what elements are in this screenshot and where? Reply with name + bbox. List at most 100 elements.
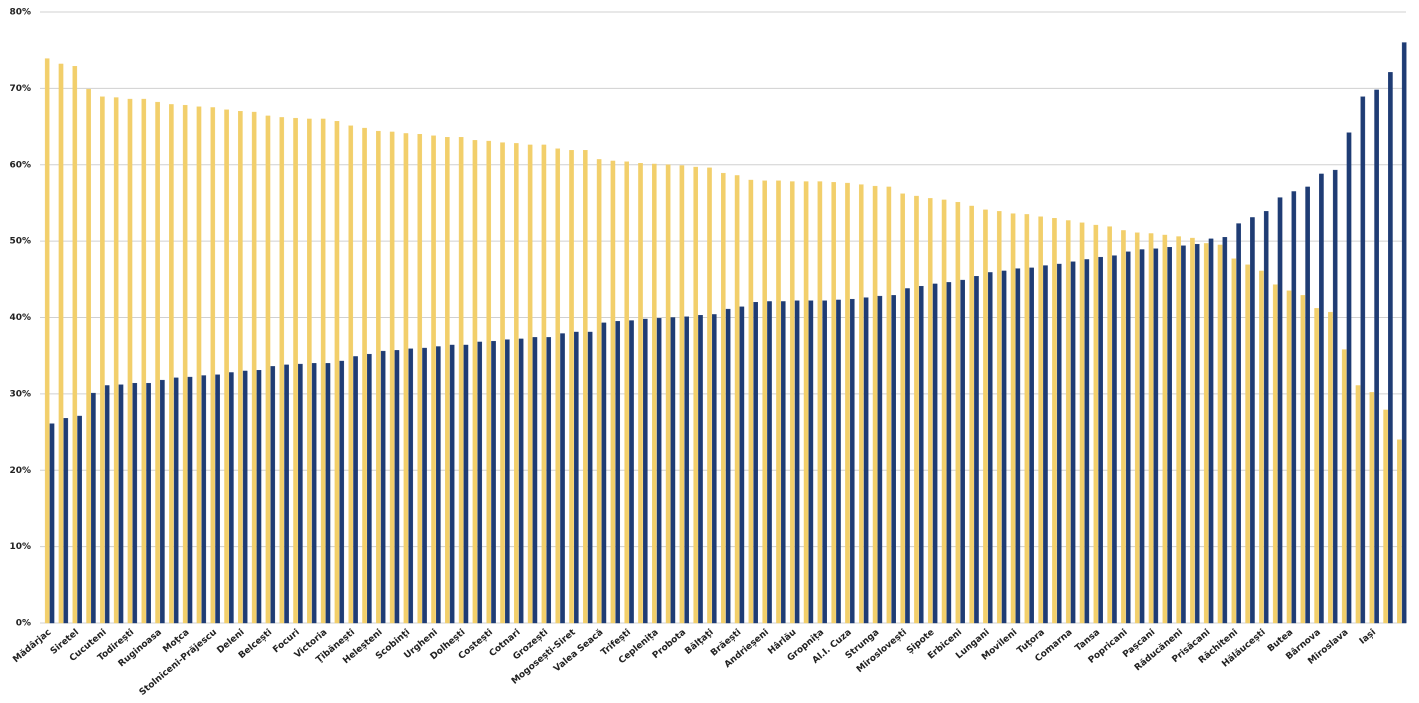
bar: [1319, 173, 1324, 624]
bar: [1360, 96, 1366, 624]
bar: [872, 185, 878, 624]
bar: [1217, 244, 1223, 624]
bar: [486, 140, 492, 624]
bar: [725, 308, 731, 624]
bar: [256, 369, 262, 624]
bar: [403, 133, 409, 624]
bar: [224, 109, 229, 624]
bar: [182, 104, 188, 624]
bar: [408, 348, 414, 624]
bar: [527, 144, 533, 624]
bar: [569, 150, 574, 624]
y-tick-label: 50%: [9, 237, 31, 247]
bar: [1056, 263, 1062, 624]
bar: [794, 300, 800, 624]
bar: [113, 97, 119, 624]
bar: [665, 164, 671, 624]
bar: [886, 186, 892, 624]
y-tick-label: 80%: [9, 8, 31, 18]
bar: [72, 66, 78, 624]
bar: [1024, 214, 1030, 624]
bar: [104, 385, 110, 624]
y-tick-label: 70%: [9, 84, 31, 94]
bar: [320, 118, 326, 624]
bar: [311, 363, 317, 624]
bar: [1121, 230, 1126, 624]
bar: [624, 161, 630, 624]
bar: [353, 356, 358, 624]
bar: [132, 382, 138, 624]
bar: [339, 360, 345, 624]
bar: [712, 314, 717, 624]
bar: [86, 88, 91, 624]
bar: [1107, 226, 1112, 624]
bar: [1314, 308, 1319, 624]
bar: [891, 295, 896, 624]
bar: [900, 193, 905, 624]
bar: [238, 111, 243, 624]
bar: [146, 382, 151, 624]
bar: [987, 272, 993, 624]
bar: [734, 175, 740, 624]
bar: [44, 58, 50, 624]
bar: [845, 182, 850, 624]
bar: [394, 350, 400, 624]
bar: [251, 111, 257, 624]
bar: [615, 321, 621, 624]
bar: [458, 137, 464, 624]
bar: [1245, 264, 1250, 624]
bar: [996, 211, 1002, 624]
bar: [298, 363, 303, 624]
bar: [1286, 290, 1292, 624]
bar: [905, 288, 910, 624]
bar: [187, 376, 193, 624]
x-tick-label: Valea Seacă: [552, 628, 605, 675]
bar: [500, 142, 505, 624]
bar: [574, 331, 579, 624]
bar: [1341, 349, 1347, 624]
bar: [1148, 233, 1154, 624]
bar: [118, 384, 124, 624]
bar: [1139, 249, 1145, 624]
x-tick-label: Răducăneni: [1133, 628, 1185, 674]
bar: [1346, 132, 1352, 624]
bar: [265, 115, 271, 624]
bar: [242, 370, 248, 624]
bar: [1272, 284, 1278, 624]
bar: [325, 363, 331, 624]
bar: [643, 318, 648, 624]
bar: [160, 379, 165, 624]
bar: [334, 121, 340, 624]
bar: [307, 118, 312, 624]
bar: [955, 201, 961, 624]
bar: [58, 63, 64, 624]
bar: [77, 415, 82, 624]
bar: [849, 298, 855, 624]
bar: [748, 179, 754, 624]
bar: [1259, 270, 1264, 624]
bar: [789, 181, 795, 624]
bar: [270, 366, 276, 624]
bar: [1208, 238, 1214, 624]
bar: [836, 299, 841, 624]
bar: [822, 300, 827, 624]
y-tick-label: 10%: [9, 542, 31, 552]
bar: [1397, 439, 1402, 624]
bar: [201, 375, 207, 624]
bar: [560, 333, 565, 624]
bar: [173, 377, 179, 624]
bar: [1038, 216, 1043, 624]
bar: [169, 104, 174, 624]
bar: [546, 337, 552, 624]
bar: [583, 150, 588, 624]
bar: [960, 279, 965, 624]
bar: [1374, 89, 1379, 624]
bar: [753, 302, 758, 624]
bar: [610, 160, 616, 624]
bar: [1383, 409, 1388, 624]
bar: [1070, 261, 1076, 624]
bar: [541, 144, 547, 624]
bar: [1250, 217, 1255, 624]
bar: [863, 297, 869, 624]
bar: [656, 318, 662, 624]
